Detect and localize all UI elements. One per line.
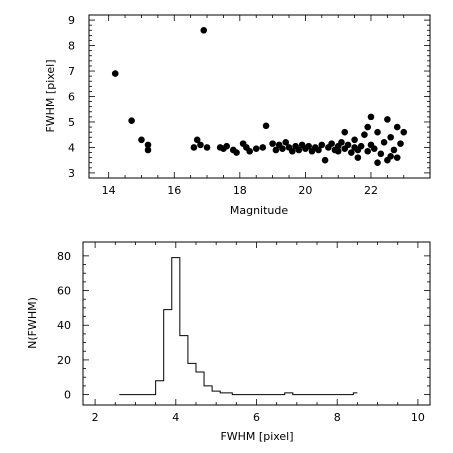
scatter-xtick-label: 18: [233, 184, 247, 197]
scatter-point: [344, 141, 352, 149]
scatter-point: [351, 136, 358, 144]
scatter-ticks: 14 16 18 20 22 3 4 5 6 7 8 9: [68, 14, 430, 197]
scatter-point: [190, 144, 198, 151]
histogram-xtick-label: 2: [92, 411, 99, 424]
scatter-point: [111, 70, 119, 77]
scatter-point: [305, 142, 312, 150]
scatter-point: [144, 141, 152, 149]
scatter-point: [334, 147, 342, 155]
scatter-ylabel: FWHM [pixel]: [44, 59, 57, 132]
histogram-ytick-label: 0: [64, 389, 71, 402]
histogram-xtick-label: 6: [253, 411, 260, 424]
scatter-point: [357, 142, 365, 150]
scatter-point: [288, 147, 296, 155]
scatter-point: [393, 123, 401, 131]
scatter-point: [400, 128, 408, 136]
histogram-xtick-label: 4: [172, 411, 179, 424]
scatter-point: [354, 154, 362, 161]
scatter-point: [321, 156, 329, 164]
scatter-point: [144, 146, 152, 154]
scatter-point: [279, 145, 286, 153]
histogram-frame: [82, 241, 431, 406]
scatter-point: [338, 139, 345, 146]
scatter-point: [348, 149, 355, 156]
scatter-point: [203, 144, 211, 151]
scatter-point: [259, 144, 267, 151]
scatter-ytick-label: 5: [68, 116, 75, 129]
histogram-ytick-label: 80: [57, 250, 71, 263]
scatter-point: [384, 116, 391, 123]
scatter-point: [387, 153, 394, 160]
scatter-point: [223, 142, 231, 150]
scatter-point: [370, 145, 378, 153]
histogram-ytick-label: 60: [57, 285, 71, 298]
scatter-point: [200, 26, 208, 34]
scatter-point: [367, 113, 375, 121]
scatter-point: [390, 146, 398, 154]
scatter-ytick-label: 4: [68, 141, 75, 154]
scatter-point: [328, 140, 335, 147]
scatter-point: [380, 139, 388, 146]
scatter-point: [197, 141, 204, 149]
histogram-steps: [119, 257, 358, 396]
scatter-ytick-label: 3: [68, 167, 75, 180]
scatter-ytick-label: 9: [68, 14, 75, 27]
scatter-point: [233, 149, 240, 156]
histogram-ylabel: N(FWHM): [26, 297, 39, 349]
scatter-point: [315, 146, 322, 154]
scatter-point: [397, 140, 404, 147]
scatter-xtick-label: 20: [298, 184, 312, 197]
scatter-point: [128, 117, 135, 124]
histogram-xtick-label: 8: [334, 411, 341, 424]
histogram-xlabel: FWHM [pixel]: [220, 430, 293, 443]
scatter-ytick-label: 7: [68, 65, 75, 78]
scatter-xtick-label: 22: [364, 184, 378, 197]
scatter-point: [361, 131, 368, 139]
scatter-xtick-label: 16: [167, 184, 181, 197]
scatter-point: [193, 136, 201, 144]
scatter-point: [374, 128, 381, 136]
scatter-points: [111, 26, 408, 167]
scatter-xtick-label: 14: [102, 184, 116, 197]
scatter-point: [262, 122, 270, 130]
histogram-panel: 2 4 6 8 10 0 20 40 60 80 FWHM [pixel] N(FWHM): [26, 241, 431, 443]
scatter-point: [138, 136, 145, 144]
scatter-point: [387, 133, 394, 141]
scatter-point: [318, 141, 326, 149]
histogram-ytick-label: 40: [57, 319, 71, 332]
scatter-point: [269, 140, 276, 147]
scatter-xlabel: Magnitude: [230, 204, 289, 217]
scatter-point: [377, 150, 385, 158]
scatter-panel: 14 16 18 20 22 3 4 5 6 7 8 9 Magnitude FWHM [pixel]: [44, 14, 431, 217]
scatter-point: [341, 128, 349, 136]
scatter-point: [246, 147, 253, 155]
histogram-ytick-label: 20: [57, 354, 71, 367]
scatter-point: [282, 139, 290, 146]
scatter-point: [295, 146, 303, 154]
scatter-point: [393, 154, 401, 161]
scatter-ytick-label: 8: [68, 40, 75, 53]
histogram-ticks: 2 4 6 8 10 0 20 40 60 80: [57, 242, 430, 424]
scatter-point: [364, 147, 372, 155]
scatter-point: [374, 159, 381, 167]
scatter-ytick-label: 6: [68, 91, 75, 104]
scatter-point: [272, 146, 280, 154]
scatter-point: [364, 123, 372, 131]
scatter-point: [252, 145, 260, 153]
histogram-xtick-label: 10: [411, 411, 425, 424]
